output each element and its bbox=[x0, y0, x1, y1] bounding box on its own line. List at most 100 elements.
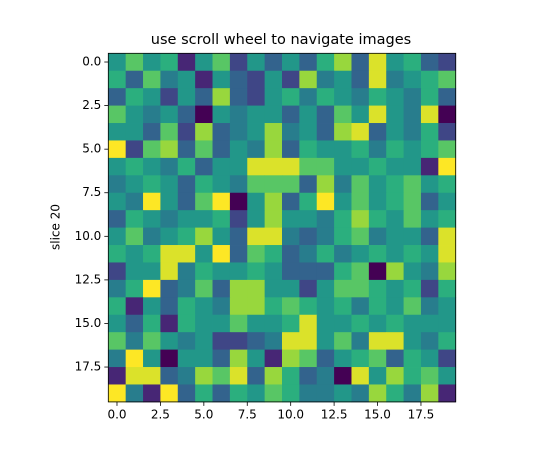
heatmap-cell bbox=[143, 140, 161, 159]
heatmap-cell bbox=[386, 88, 404, 106]
axes-frame bbox=[107, 52, 457, 403]
heatmap-cell bbox=[316, 227, 335, 246]
heatmap-cell bbox=[403, 140, 422, 159]
heatmap-cell bbox=[177, 140, 196, 159]
heatmap-cell bbox=[334, 297, 352, 316]
heatmap-cell bbox=[368, 314, 387, 333]
heatmap-cell bbox=[420, 367, 439, 385]
heatmap-cell bbox=[334, 279, 352, 298]
heatmap-cell bbox=[212, 70, 231, 89]
heatmap-cell bbox=[177, 70, 196, 89]
y-tick-label: 17.5 bbox=[75, 360, 102, 374]
heatmap-cell bbox=[420, 105, 439, 124]
heatmap-cell bbox=[282, 245, 300, 263]
heatmap-cell bbox=[264, 227, 283, 246]
heatmap-cell bbox=[334, 227, 352, 246]
heatmap-cell bbox=[299, 349, 318, 368]
heatmap-cell bbox=[247, 157, 266, 176]
heatmap-cell bbox=[351, 88, 370, 106]
heatmap-cell bbox=[108, 367, 127, 385]
heatmap-cell bbox=[351, 314, 370, 333]
heatmap-cell bbox=[247, 192, 266, 211]
heatmap-cell bbox=[247, 70, 266, 89]
heatmap-cell bbox=[316, 157, 335, 176]
heatmap-cell bbox=[143, 262, 161, 281]
heatmap-cell bbox=[438, 297, 457, 316]
heatmap-cell bbox=[160, 192, 179, 211]
heatmap-cell bbox=[368, 227, 387, 246]
heatmap-cell bbox=[334, 157, 352, 176]
heatmap-cell bbox=[108, 384, 127, 403]
heatmap-cell bbox=[212, 297, 231, 316]
heatmap-cell bbox=[143, 192, 161, 211]
heatmap-cell bbox=[195, 157, 213, 176]
heatmap-cell bbox=[264, 262, 283, 281]
heatmap-cell bbox=[177, 105, 196, 124]
heatmap-cell bbox=[351, 279, 370, 298]
heatmap-cell bbox=[438, 384, 457, 403]
heatmap-cell bbox=[386, 53, 404, 72]
heatmap-cell bbox=[316, 175, 335, 194]
heatmap-cell bbox=[247, 88, 266, 106]
heatmap-cell bbox=[386, 227, 404, 246]
heatmap-cell bbox=[195, 175, 213, 194]
heatmap-cell bbox=[403, 314, 422, 333]
heatmap-cell bbox=[282, 53, 300, 72]
heatmap-cell bbox=[160, 384, 179, 403]
x-tick-label: 15.0 bbox=[364, 407, 391, 421]
heatmap-cell bbox=[351, 384, 370, 403]
heatmap-cell bbox=[143, 314, 161, 333]
heatmap-cell bbox=[316, 245, 335, 263]
heatmap-cell bbox=[438, 175, 457, 194]
heatmap-cell bbox=[125, 53, 144, 72]
heatmap-cell bbox=[229, 140, 248, 159]
x-tick-label: 17.5 bbox=[408, 407, 435, 421]
heatmap-cell bbox=[299, 384, 318, 403]
heatmap-cell bbox=[386, 384, 404, 403]
heatmap-cell bbox=[438, 192, 457, 211]
heatmap-cell bbox=[386, 140, 404, 159]
heatmap-cell bbox=[368, 175, 387, 194]
heatmap-cell bbox=[264, 88, 283, 106]
heatmap-cell bbox=[351, 349, 370, 368]
heatmap-cell bbox=[351, 140, 370, 159]
heatmap-cell bbox=[264, 332, 283, 351]
heatmap-cell bbox=[368, 367, 387, 385]
heatmap-cell bbox=[420, 314, 439, 333]
heatmap-cell bbox=[177, 349, 196, 368]
heatmap-cell bbox=[160, 245, 179, 263]
heatmap-cell bbox=[299, 192, 318, 211]
heatmap-cell bbox=[247, 279, 266, 298]
heatmap-cell bbox=[282, 88, 300, 106]
heatmap-cell bbox=[351, 175, 370, 194]
heatmap-cell bbox=[177, 123, 196, 141]
heatmap-cell bbox=[125, 349, 144, 368]
heatmap-cell bbox=[334, 210, 352, 228]
heatmap-cell bbox=[177, 297, 196, 316]
heatmap-cell bbox=[264, 314, 283, 333]
heatmap-cell bbox=[334, 88, 352, 106]
heatmap-cell bbox=[195, 314, 213, 333]
heatmap-cell bbox=[264, 384, 283, 403]
heatmap-cell bbox=[334, 192, 352, 211]
heatmap-cell bbox=[438, 367, 457, 385]
heatmap-cell bbox=[247, 262, 266, 281]
heatmap-cell bbox=[108, 279, 127, 298]
heatmap-cell bbox=[368, 210, 387, 228]
heatmap-cell bbox=[368, 384, 387, 403]
heatmap-cell bbox=[282, 175, 300, 194]
heatmap-cell bbox=[247, 245, 266, 263]
heatmap-cell bbox=[195, 245, 213, 263]
heatmap-cell bbox=[160, 367, 179, 385]
heatmap-cell bbox=[316, 88, 335, 106]
heatmap-cell bbox=[264, 192, 283, 211]
heatmap-cell bbox=[108, 210, 127, 228]
heatmap-cell bbox=[420, 332, 439, 351]
heatmap-cell bbox=[108, 349, 127, 368]
heatmap-cell bbox=[195, 227, 213, 246]
x-tick-label: 0.0 bbox=[107, 407, 126, 421]
heatmap-cell bbox=[125, 157, 144, 176]
heatmap-cell bbox=[316, 349, 335, 368]
heatmap-cell bbox=[212, 227, 231, 246]
heatmap-cell bbox=[334, 175, 352, 194]
